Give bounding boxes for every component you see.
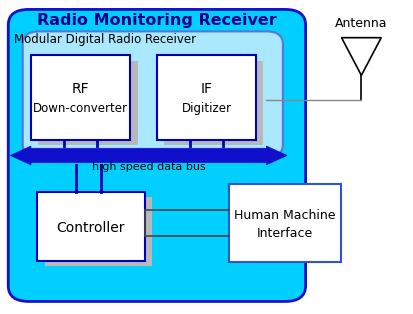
Text: IF: IF	[200, 83, 213, 96]
Text: Human Machine: Human Machine	[234, 208, 336, 222]
Bar	[38, 61, 138, 145]
FancyBboxPatch shape	[8, 9, 306, 301]
Text: Radio Monitoring Receiver: Radio Monitoring Receiver	[37, 13, 277, 28]
Polygon shape	[342, 38, 381, 75]
Text: Digitizer: Digitizer	[181, 102, 232, 115]
Bar	[157, 55, 256, 140]
Bar	[164, 61, 263, 145]
Polygon shape	[10, 146, 287, 165]
Text: Antenna: Antenna	[335, 17, 388, 30]
Text: Controller: Controller	[57, 221, 125, 235]
Bar	[31, 55, 130, 140]
Text: high speed data bus: high speed data bus	[92, 162, 206, 172]
Text: Interface: Interface	[257, 227, 313, 241]
Text: Modular Digital Radio Receiver: Modular Digital Radio Receiver	[14, 33, 196, 46]
Bar	[229, 184, 341, 262]
FancyBboxPatch shape	[23, 31, 283, 157]
Bar	[37, 192, 145, 261]
Text: RF: RF	[72, 83, 89, 96]
Bar	[45, 197, 152, 266]
Text: Down-converter: Down-converter	[33, 102, 128, 115]
